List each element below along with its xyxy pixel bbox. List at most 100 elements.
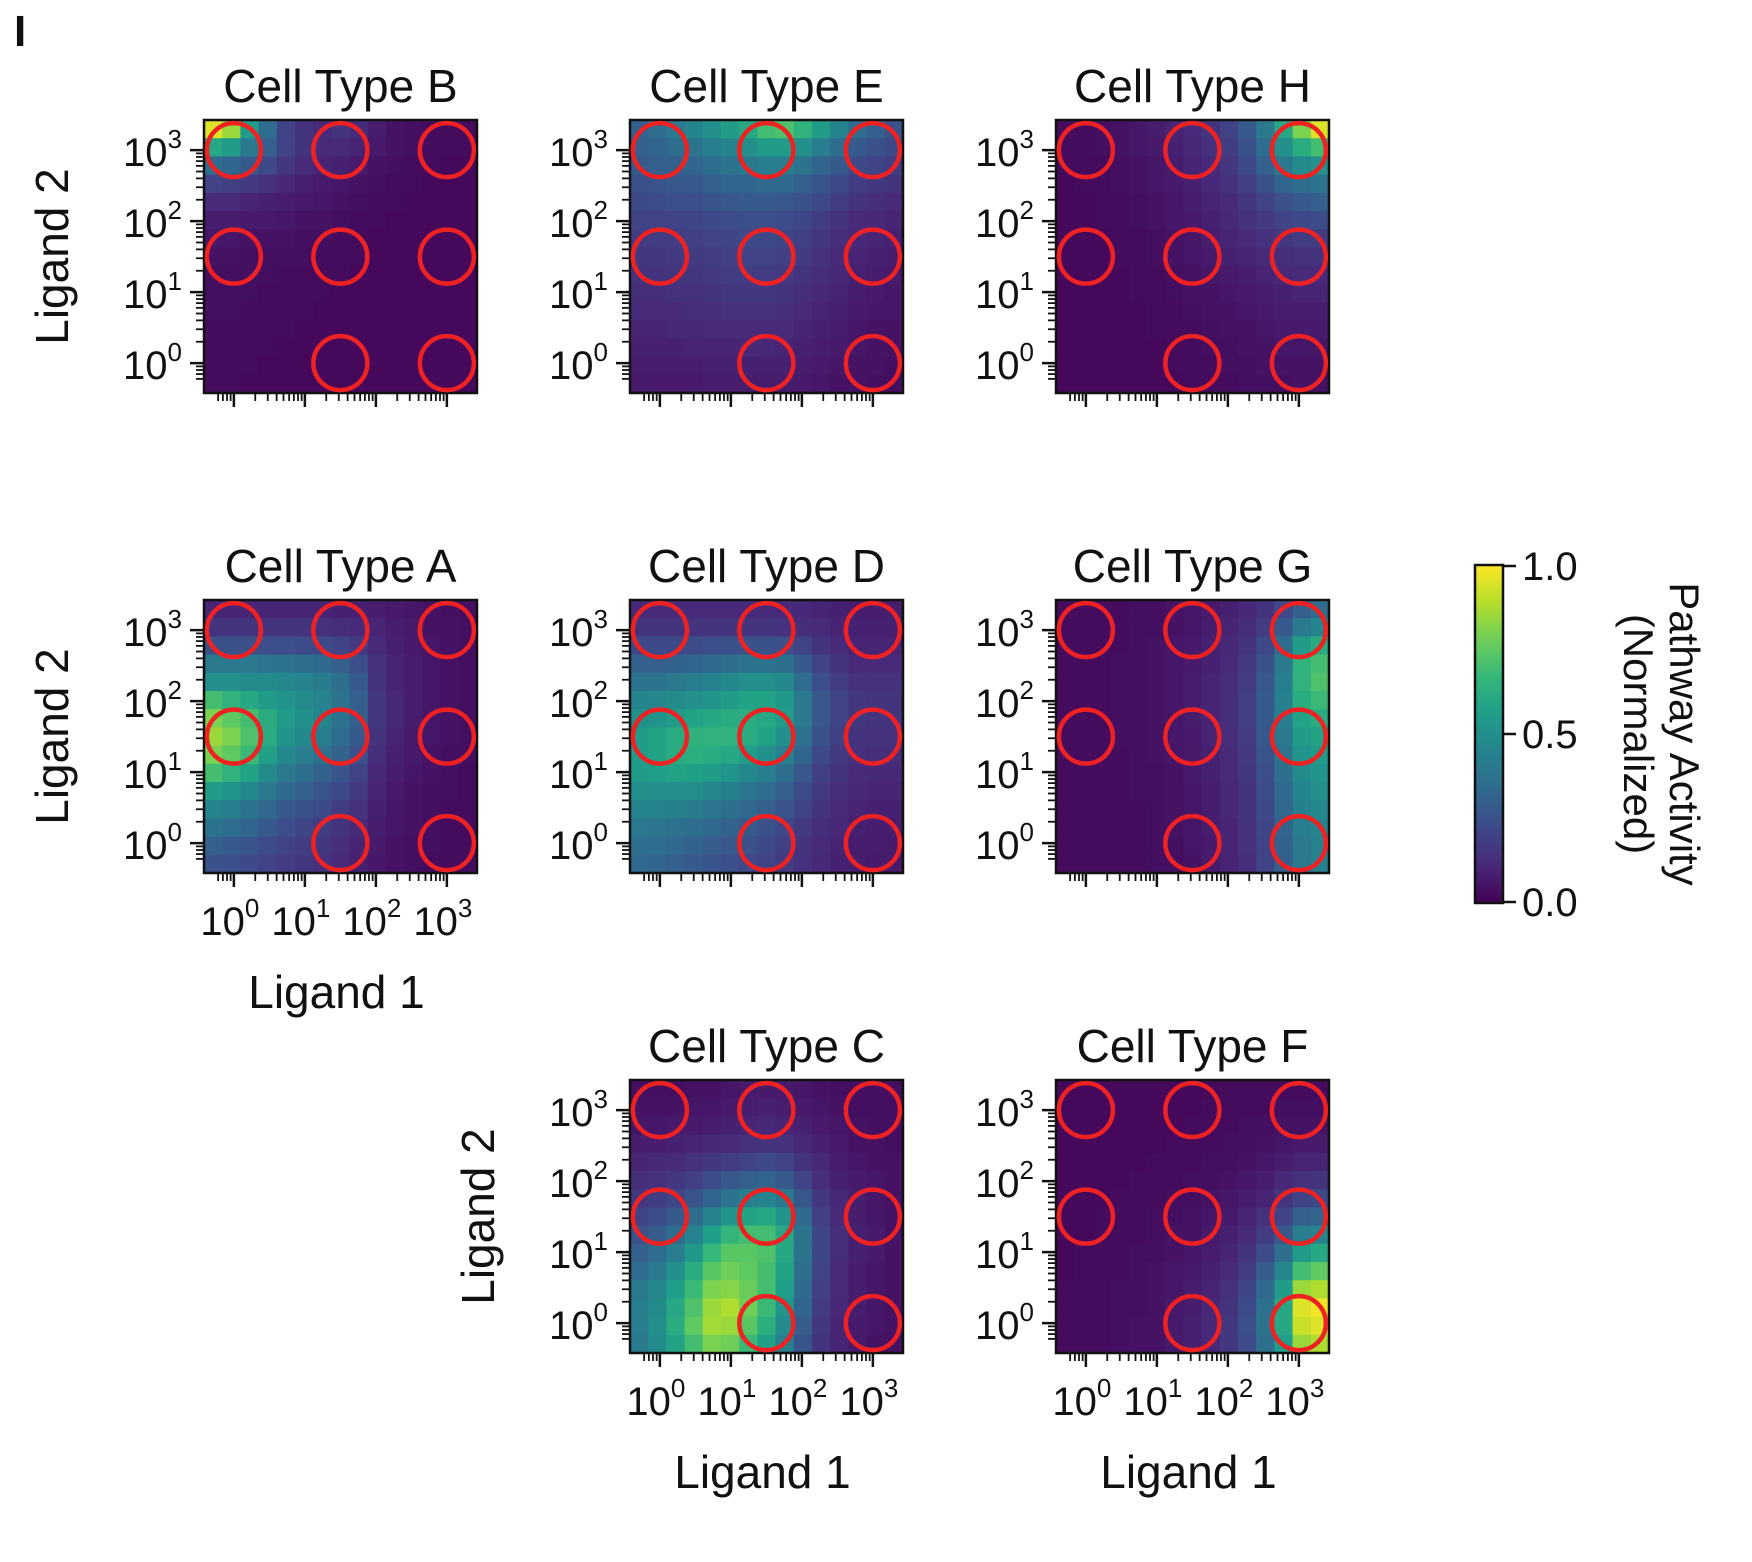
heatmap-cell: [258, 836, 278, 856]
heatmap-cell: [1183, 1243, 1203, 1263]
heatmap-cell: [1274, 763, 1294, 783]
heatmap-cell: [458, 782, 478, 801]
sample-circle-marker: [843, 1187, 903, 1246]
heatmap-cell: [422, 211, 442, 230]
heatmap-cell: [386, 691, 405, 710]
heatmap-cell: [1201, 782, 1221, 801]
heatmap-cell: [1201, 1098, 1221, 1117]
sample-circle-marker: [417, 227, 477, 286]
heatmap-cell: [1165, 247, 1184, 267]
heatmap-cell: [757, 727, 777, 747]
heatmap-cell: [386, 302, 405, 321]
heatmap-cell: [1310, 1152, 1330, 1172]
heatmap-cell: [1201, 320, 1221, 339]
heatmap-cell: [721, 745, 740, 765]
heatmap-cell: [1128, 1207, 1148, 1227]
heatmap-cell: [1074, 1334, 1093, 1354]
heatmap-cell: [404, 782, 423, 801]
heatmap-cell: [222, 356, 241, 376]
heatmap-cell: [313, 174, 332, 194]
heatmap-cell: [367, 229, 387, 248]
heatmap-cell: [1074, 1134, 1093, 1154]
heatmap-cell: [222, 672, 241, 692]
heatmap-cell: [1201, 691, 1221, 710]
heatmap-cell: [666, 302, 686, 321]
heatmap-cell: [702, 338, 722, 358]
heatmap-cell: [204, 174, 223, 194]
heatmap-cell: [1219, 320, 1239, 339]
heatmap-cell: [404, 818, 423, 838]
heatmap-cell: [757, 192, 777, 212]
heatmap-cell: [812, 1243, 831, 1263]
heatmap-cell: [295, 265, 314, 285]
heatmap-cell: [349, 654, 369, 674]
heatmap-cell: [1256, 1134, 1275, 1154]
heatmap-cell: [1110, 1225, 1130, 1245]
heatmap-cell: [1147, 1080, 1166, 1099]
heatmap-cell: [331, 192, 351, 212]
heatmap-cell: [1110, 800, 1130, 819]
heatmap-cell: [1274, 192, 1294, 212]
heatmap-cell: [848, 1207, 868, 1227]
heatmap-cell: [1110, 338, 1130, 358]
heatmap-cell: [866, 636, 886, 656]
heatmap-cell: [1292, 247, 1312, 267]
heatmap-cell: [1147, 338, 1166, 358]
heatmap-cell: [1256, 1262, 1275, 1281]
heatmap-cell: [1128, 1116, 1148, 1136]
heatmap-cell: [1110, 818, 1130, 838]
heatmap-cell: [739, 763, 758, 783]
heatmap-cell: [648, 1298, 667, 1318]
heatmap-cell: [1238, 836, 1257, 856]
heatmap-cell: [648, 1280, 667, 1299]
heatmap-cell: [1256, 1171, 1275, 1190]
heatmap-cell: [793, 1098, 813, 1117]
heatmap-cell: [276, 727, 296, 747]
heatmap-cell: [1183, 1171, 1203, 1190]
heatmap-cell: [258, 818, 278, 838]
colorbar-label-line2: (Normalized): [1615, 614, 1662, 854]
heatmap-cell: [1274, 800, 1294, 819]
heatmap-cell: [648, 211, 667, 230]
heatmap-cell: [1274, 138, 1294, 157]
heatmap-cell: [1183, 763, 1203, 783]
heatmap-cell: [866, 1298, 886, 1318]
heatmap-cell: [276, 709, 296, 728]
colorbar: 1.0 0.5 0.0 Pathway Activity (Normalized…: [1473, 545, 1708, 925]
heatmap-cell: [258, 174, 278, 194]
heatmap-cell: [422, 283, 442, 303]
heatmap-cell: [866, 283, 886, 303]
heatmap-cell: [1165, 763, 1184, 783]
heatmap-cell: [1092, 247, 1112, 267]
heatmap-cell: [1238, 211, 1257, 230]
heatmap-cell: [1238, 320, 1257, 339]
heatmap-cell: [1219, 138, 1239, 157]
heatmap-cell: [884, 800, 904, 819]
heatmap-cell: [1238, 854, 1257, 874]
heatmap-cell: [721, 782, 740, 801]
heatmap-cell: [684, 836, 704, 856]
sample-circle-marker: [737, 1293, 796, 1353]
sample-circle-marker: [1056, 120, 1116, 180]
heatmap-cell: [848, 763, 868, 783]
heatmap-cell: [367, 283, 387, 303]
heatmap-cell: [1165, 1262, 1184, 1281]
sample-circle-marker: [843, 120, 903, 180]
heatmap-cell: [684, 156, 704, 176]
heatmap-cell: [295, 782, 314, 801]
heatmap-cell: [1110, 229, 1130, 248]
heatmap-cell: [684, 229, 704, 248]
heatmap-cell: [721, 836, 740, 856]
heatmap-cell: [1147, 1152, 1166, 1172]
heatmap-cell: [422, 138, 442, 157]
heatmap-cell: [884, 600, 904, 619]
heatmap-cell: [1056, 818, 1075, 838]
heatmap-cell: [1238, 1189, 1257, 1208]
heatmap-cell: [1092, 174, 1112, 194]
heatmap-cell: [1128, 229, 1148, 248]
heatmap-cell: [204, 302, 223, 321]
sample-circle-marker: [204, 120, 264, 180]
heatmap-cell: [1110, 636, 1130, 656]
heatmap-cell: [295, 654, 314, 674]
